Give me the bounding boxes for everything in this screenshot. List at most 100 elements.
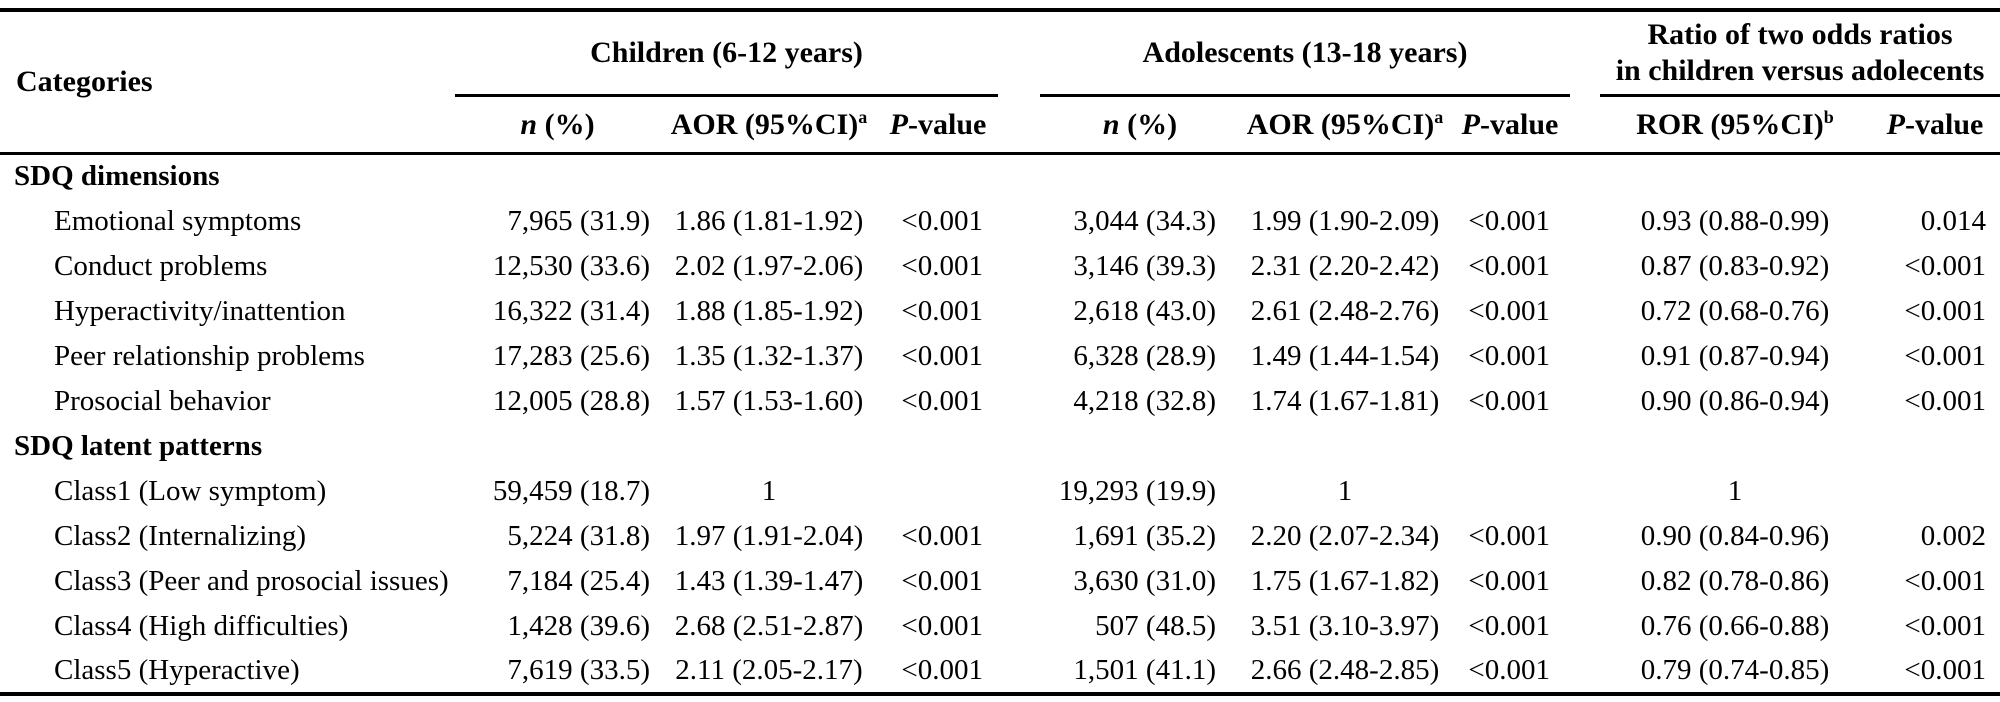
spacer-cell — [998, 649, 1040, 694]
cell-adolescents-pvalue: <0.001 — [1468, 609, 1550, 642]
cell-children-pvalue: <0.001 — [901, 609, 983, 642]
column-group-adolescents: Adolescents (13-18 years) — [1040, 10, 1570, 97]
cell-ror: 0.82 (0.78-0.86) — [1640, 564, 1830, 597]
cell-adolescents-n: 507 (48.5) — [1095, 609, 1216, 642]
spacer-cell — [1570, 469, 1600, 514]
cell-children-pvalue: <0.001 — [901, 249, 983, 282]
cell-children-n: 1,428 (39.6) — [507, 609, 650, 642]
cell-adolescents-aor: 3.51 (3.10-3.97) — [1250, 609, 1440, 642]
cell-children-n: 12,530 (33.6) — [492, 249, 650, 282]
p-label-rest: -value — [1480, 107, 1559, 141]
column-header-children-pvalue: P-value — [878, 95, 998, 155]
column-header-ror-pvalue: P-value — [1870, 95, 2000, 155]
table-row: Class1 (Low symptom) 59,459 (18.7) 1 19,… — [0, 469, 2000, 514]
p-label-italic: P — [889, 107, 908, 141]
table-row: Class2 (Internalizing) 5,224 (31.8) 1.97… — [0, 514, 2000, 559]
cell-ror-pvalue: <0.001 — [1904, 294, 1987, 327]
column-header-adolescents-n: n (%) — [1040, 95, 1240, 155]
cell-adolescents-pvalue: <0.001 — [1468, 564, 1550, 597]
spacer-cell — [1570, 649, 1600, 694]
n-label-rest: (%) — [537, 107, 595, 141]
cell-ror-pvalue: <0.001 — [1904, 609, 1987, 642]
cell-ror-pvalue: <0.001 — [1904, 249, 1987, 282]
cell-children-aor: 1.86 (1.81-1.92) — [674, 204, 864, 237]
cell-ror: 0.76 (0.66-0.88) — [1640, 609, 1830, 642]
section-header-sdq-dimensions: SDQ dimensions — [14, 160, 220, 193]
spacer-cell — [1570, 559, 1600, 604]
table-row: Prosocial behavior 12,005 (28.8) 1.57 (1… — [0, 379, 2000, 424]
spacer-cell — [998, 559, 1040, 604]
cell-adolescents-pvalue: <0.001 — [1468, 519, 1550, 552]
row-label: Class4 (High difficulties) — [54, 609, 349, 642]
cell-children-pvalue: <0.001 — [901, 339, 983, 372]
cell-adolescents-aor: 1 — [1337, 474, 1353, 507]
cell-ror-pvalue: <0.001 — [1904, 339, 1987, 372]
ror-label: ROR (95%CI) — [1636, 107, 1824, 141]
spacer-cell — [998, 469, 1040, 514]
n-label-italic: n — [520, 107, 538, 141]
cell-adolescents-aor: 1.49 (1.44-1.54) — [1250, 339, 1440, 372]
table-row: Hyperactivity/inattention 16,322 (31.4) … — [0, 289, 2000, 334]
cell-ror: 0.91 (0.87-0.94) — [1640, 339, 1830, 372]
cell-adolescents-pvalue: <0.001 — [1468, 204, 1550, 237]
cell-ror-pvalue — [1870, 469, 2000, 514]
ror-footnote-marker: b — [1823, 106, 1834, 127]
cell-children-n: 59,459 (18.7) — [492, 474, 650, 507]
cell-children-pvalue — [878, 469, 998, 514]
cell-adolescents-pvalue: <0.001 — [1468, 249, 1550, 282]
cell-children-pvalue: <0.001 — [901, 294, 983, 327]
spacer-cell — [998, 199, 1040, 244]
spacer-cell — [1570, 379, 1600, 424]
cell-children-pvalue: <0.001 — [901, 384, 983, 417]
cell-adolescents-pvalue: <0.001 — [1468, 384, 1550, 417]
cell-children-aor: 2.11 (2.05-2.17) — [675, 653, 863, 686]
spacer-cell — [998, 514, 1040, 559]
table-row: Class4 (High difficulties) 1,428 (39.6) … — [0, 604, 2000, 649]
column-header-ror: ROR (95%CI)b — [1600, 95, 1870, 155]
cell-adolescents-n: 3,146 (39.3) — [1073, 249, 1216, 282]
cell-children-aor: 2.68 (2.51-2.87) — [674, 609, 864, 642]
cell-children-aor: 1 — [761, 474, 777, 507]
column-header-children-aor: AOR (95%CI)a — [660, 95, 878, 155]
section-header-row: SDQ latent patterns — [0, 424, 2000, 469]
row-label: Class5 (Hyperactive) — [54, 653, 300, 686]
cell-ror: 0.87 (0.83-0.92) — [1640, 249, 1830, 282]
cell-ror: 0.90 (0.86-0.94) — [1640, 384, 1830, 417]
column-header-children-n: n (%) — [455, 95, 660, 155]
cell-children-pvalue: <0.001 — [901, 653, 983, 686]
spacer-cell — [1570, 289, 1600, 334]
cell-adolescents-aor: 2.66 (2.48-2.85) — [1250, 653, 1440, 686]
cell-ror-pvalue: <0.001 — [1904, 653, 1987, 686]
sub-header-row: n (%) AOR (95%CI)a P-value n (%) AOR (95… — [0, 95, 2000, 155]
ratio-group-line1: Ratio of two odds ratios — [1647, 18, 1953, 51]
spacer-cell — [1570, 244, 1600, 289]
aor-footnote-marker: a — [1434, 106, 1444, 127]
ratio-group-line2: in children versus adolecents — [1615, 54, 1985, 87]
row-label: Conduct problems — [54, 249, 268, 282]
column-group-ratio: Ratio of two odds ratios in children ver… — [1600, 10, 2000, 97]
cell-children-n: 16,322 (31.4) — [492, 294, 650, 327]
cell-children-aor: 1.35 (1.32-1.37) — [674, 339, 864, 372]
cell-children-pvalue: <0.001 — [901, 564, 983, 597]
cell-children-pvalue: <0.001 — [901, 519, 983, 552]
row-label: Hyperactivity/inattention — [54, 294, 346, 327]
p-label-rest: -value — [908, 107, 987, 141]
cell-children-aor: 1.88 (1.85-1.92) — [674, 294, 864, 327]
column-spacer — [1570, 10, 1600, 155]
row-label: Class3 (Peer and prosocial issues) — [54, 564, 449, 597]
row-label: Prosocial behavior — [54, 384, 271, 417]
cell-adolescents-aor: 1.74 (1.67-1.81) — [1250, 384, 1440, 417]
cell-adolescents-n: 2,618 (43.0) — [1073, 294, 1216, 327]
column-group-children: Children (6-12 years) — [455, 10, 998, 97]
aor-footnote-marker: a — [858, 106, 868, 127]
spacer-cell — [1570, 199, 1600, 244]
cell-ror: 0.79 (0.74-0.85) — [1640, 653, 1830, 686]
cell-adolescents-aor: 1.75 (1.67-1.82) — [1250, 564, 1440, 597]
cell-children-aor: 1.97 (1.91-2.04) — [674, 519, 864, 552]
section-header-row: SDQ dimensions — [0, 154, 2000, 199]
spacer-cell — [998, 604, 1040, 649]
cell-adolescents-n: 19,293 (19.9) — [1058, 474, 1216, 507]
row-label: Class1 (Low symptom) — [54, 474, 327, 507]
table-row: Emotional symptoms 7,965 (31.9) 1.86 (1.… — [0, 199, 2000, 244]
spacer-cell — [998, 289, 1040, 334]
